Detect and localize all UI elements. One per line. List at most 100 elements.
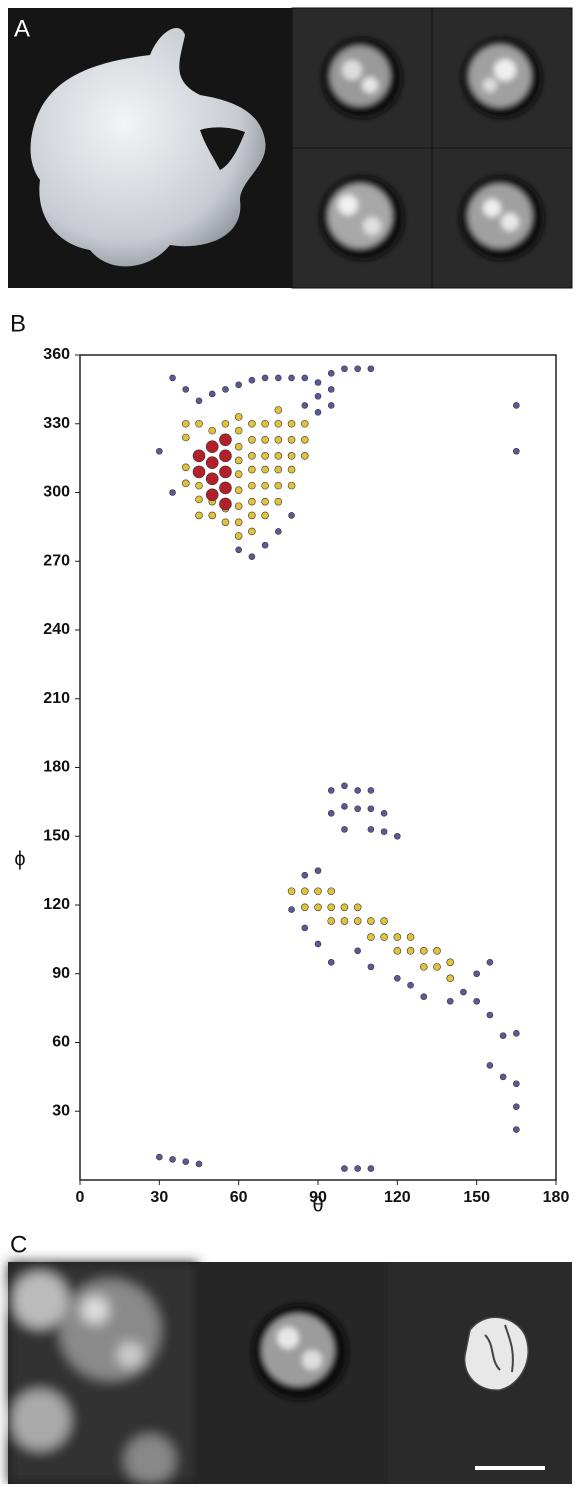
point <box>234 502 243 511</box>
point <box>300 452 309 460</box>
point <box>248 376 256 384</box>
point <box>486 1062 494 1069</box>
point <box>181 463 190 472</box>
point <box>419 963 428 971</box>
point <box>380 933 388 941</box>
point <box>261 465 269 474</box>
point <box>195 397 203 405</box>
point <box>327 402 335 409</box>
point <box>367 1165 375 1172</box>
point <box>234 442 243 451</box>
point <box>353 903 362 912</box>
point <box>367 787 375 794</box>
point <box>169 489 176 496</box>
point <box>353 917 362 925</box>
point <box>394 832 401 840</box>
point <box>235 381 242 389</box>
y-tick-label: 240 <box>43 621 70 638</box>
point <box>300 887 309 896</box>
y-tick-label: 270 <box>43 552 70 569</box>
point <box>219 465 232 479</box>
raw-particle <box>8 1262 198 1485</box>
point <box>314 392 322 400</box>
y-tick-label: 120 <box>43 896 70 913</box>
panel-label: B <box>10 310 26 337</box>
point <box>420 993 428 1000</box>
point <box>234 470 243 478</box>
point <box>341 365 348 373</box>
point <box>513 402 520 409</box>
point <box>460 988 467 996</box>
point <box>195 495 203 504</box>
y-tick-label: 60 <box>52 1034 70 1051</box>
panel-label: C <box>10 1231 27 1258</box>
point <box>248 511 256 520</box>
point <box>261 374 269 382</box>
point <box>354 805 361 813</box>
point <box>393 947 402 955</box>
point <box>473 970 480 978</box>
point <box>181 479 190 488</box>
point <box>419 947 428 955</box>
point <box>301 402 309 409</box>
point <box>354 365 361 373</box>
point <box>327 958 335 966</box>
point <box>248 527 256 536</box>
point <box>513 447 520 455</box>
point <box>274 481 283 490</box>
point <box>181 433 190 442</box>
y-tick-label: 30 <box>52 1102 70 1119</box>
point <box>287 435 296 444</box>
point <box>513 1126 520 1133</box>
point <box>248 497 256 506</box>
point <box>354 787 361 794</box>
point <box>367 933 375 941</box>
point <box>195 419 203 428</box>
y-tick-label: 150 <box>43 827 70 844</box>
point <box>393 933 402 941</box>
point <box>248 419 256 428</box>
y-tick-label: 330 <box>43 415 70 432</box>
point <box>341 826 348 833</box>
point <box>327 787 335 794</box>
point <box>195 481 203 490</box>
point <box>261 419 269 428</box>
y-tick-label: 180 <box>43 759 70 776</box>
3d-map <box>30 27 266 267</box>
point <box>156 447 163 455</box>
plot-frame <box>79 354 557 1181</box>
point <box>300 419 309 428</box>
point <box>274 452 283 460</box>
point <box>406 933 415 941</box>
point <box>208 390 216 398</box>
point <box>367 826 375 833</box>
point <box>181 419 190 428</box>
point <box>235 546 242 554</box>
point <box>261 452 269 460</box>
point <box>219 481 232 495</box>
point <box>300 435 309 444</box>
point <box>300 903 309 912</box>
point <box>205 472 219 486</box>
point <box>327 370 335 377</box>
point <box>394 975 401 982</box>
point <box>288 906 295 913</box>
map-hole <box>200 127 245 170</box>
point <box>205 488 219 502</box>
point <box>327 386 335 393</box>
point <box>274 497 283 506</box>
point <box>274 406 283 414</box>
point <box>446 958 455 967</box>
point <box>234 426 243 435</box>
point <box>407 981 414 989</box>
point <box>274 435 283 444</box>
x-tick-label: 180 <box>543 1189 570 1206</box>
scale-bar <box>475 1466 545 1470</box>
point <box>274 419 283 428</box>
point <box>367 365 375 373</box>
point <box>221 518 230 527</box>
x-tick-label: 30 <box>150 1189 168 1206</box>
point <box>340 903 349 912</box>
point <box>208 511 217 520</box>
